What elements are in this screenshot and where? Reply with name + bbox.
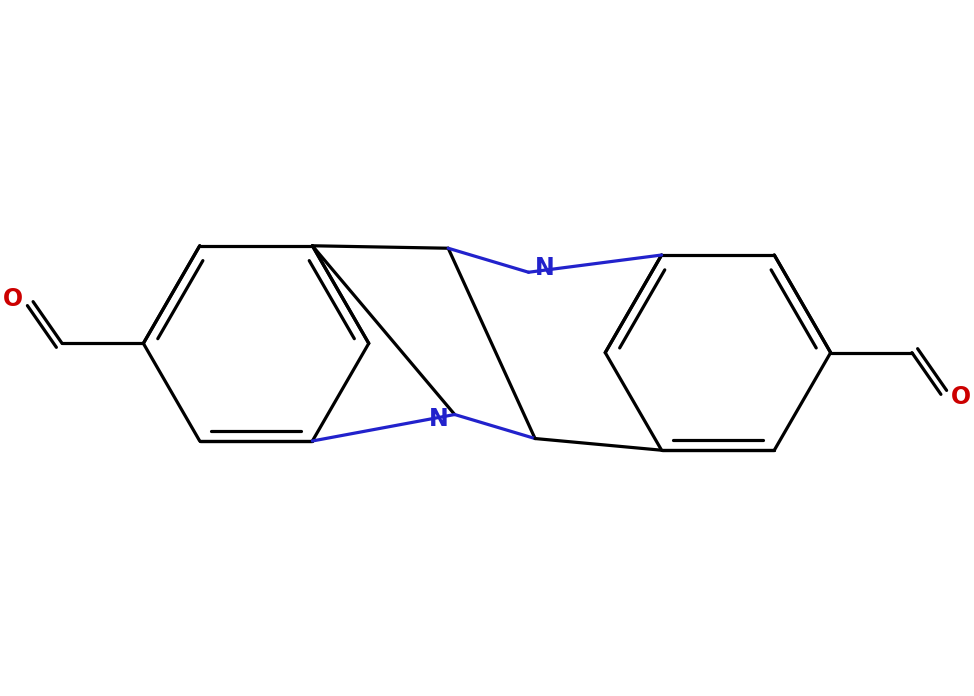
Text: O: O xyxy=(952,385,971,409)
Text: N: N xyxy=(535,255,554,280)
Text: N: N xyxy=(430,407,449,431)
Text: O: O xyxy=(3,287,22,311)
